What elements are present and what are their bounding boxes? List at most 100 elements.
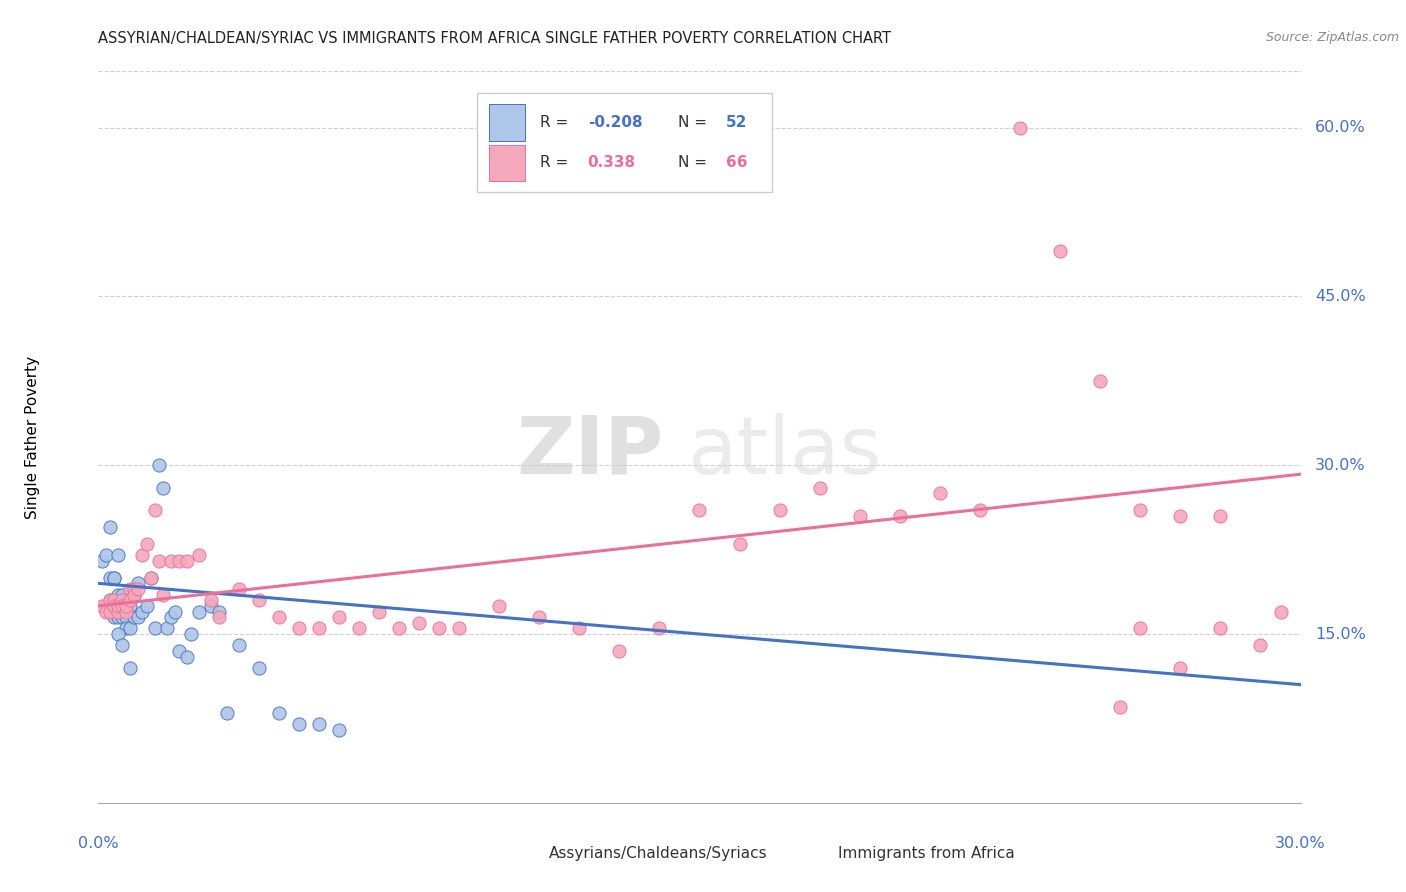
Point xyxy=(124,588,146,602)
Point xyxy=(328,723,350,737)
Point xyxy=(96,599,118,613)
Point xyxy=(1088,374,1111,388)
Point xyxy=(529,610,551,624)
Text: 30.0%: 30.0% xyxy=(1315,458,1365,473)
Point xyxy=(103,599,125,613)
Point xyxy=(288,717,311,731)
Point xyxy=(488,599,510,613)
Point xyxy=(267,706,290,720)
Point xyxy=(1109,700,1132,714)
Point xyxy=(120,582,142,596)
Point xyxy=(1170,661,1192,675)
Point xyxy=(96,548,118,562)
Point xyxy=(200,593,222,607)
Point xyxy=(688,503,710,517)
Point xyxy=(103,593,125,607)
Text: N =: N = xyxy=(678,155,711,170)
Text: Immigrants from Africa: Immigrants from Africa xyxy=(838,846,1015,861)
Point xyxy=(100,520,122,534)
Point xyxy=(969,503,991,517)
Point xyxy=(115,605,138,619)
Text: ZIP: ZIP xyxy=(516,413,664,491)
Point xyxy=(187,605,209,619)
Point xyxy=(1270,605,1292,619)
FancyBboxPatch shape xyxy=(501,838,534,869)
FancyBboxPatch shape xyxy=(790,838,824,869)
Point xyxy=(328,610,350,624)
Point xyxy=(111,610,134,624)
Point xyxy=(388,621,411,635)
Text: 30.0%: 30.0% xyxy=(1275,836,1326,851)
Point xyxy=(808,481,831,495)
Point xyxy=(1209,508,1232,523)
Point xyxy=(111,638,134,652)
Point xyxy=(368,605,391,619)
Point xyxy=(247,661,270,675)
Point xyxy=(176,554,198,568)
Point xyxy=(100,599,122,613)
Text: 15.0%: 15.0% xyxy=(1315,626,1365,641)
Text: Single Father Poverty: Single Father Poverty xyxy=(25,356,39,518)
Point xyxy=(768,503,790,517)
Text: R =: R = xyxy=(540,115,572,130)
Point xyxy=(131,548,153,562)
Point xyxy=(111,599,134,613)
Point xyxy=(124,588,146,602)
Point xyxy=(1250,638,1272,652)
Point xyxy=(107,599,129,613)
Point xyxy=(111,588,134,602)
Text: ASSYRIAN/CHALDEAN/SYRIAC VS IMMIGRANTS FROM AFRICA SINGLE FATHER POVERTY CORRELA: ASSYRIAN/CHALDEAN/SYRIAC VS IMMIGRANTS F… xyxy=(98,31,891,46)
Point xyxy=(568,621,591,635)
Point xyxy=(155,621,177,635)
Point xyxy=(124,610,146,624)
Point xyxy=(347,621,370,635)
Point xyxy=(100,605,122,619)
Point xyxy=(115,610,138,624)
Point xyxy=(107,605,129,619)
Point xyxy=(1049,244,1071,259)
Point xyxy=(143,621,166,635)
Text: Assyrians/Chaldeans/Syriacs: Assyrians/Chaldeans/Syriacs xyxy=(550,846,768,861)
Point xyxy=(159,554,181,568)
Point xyxy=(308,717,330,731)
Point xyxy=(124,582,146,596)
Point xyxy=(100,593,122,607)
Point xyxy=(139,571,162,585)
Point xyxy=(91,599,114,613)
Point xyxy=(111,599,134,613)
FancyBboxPatch shape xyxy=(477,94,772,192)
Point xyxy=(148,458,170,473)
Text: Source: ZipAtlas.com: Source: ZipAtlas.com xyxy=(1265,31,1399,45)
Point xyxy=(208,605,231,619)
Point xyxy=(120,661,142,675)
Point xyxy=(103,571,125,585)
Point xyxy=(107,610,129,624)
Point xyxy=(96,605,118,619)
Point xyxy=(135,599,157,613)
Text: R =: R = xyxy=(540,155,578,170)
Point xyxy=(152,588,174,602)
Point xyxy=(128,582,150,596)
Point xyxy=(107,548,129,562)
Point xyxy=(111,593,134,607)
Point xyxy=(103,610,125,624)
Text: atlas: atlas xyxy=(688,413,882,491)
Point xyxy=(148,554,170,568)
Point xyxy=(247,593,270,607)
Point xyxy=(139,571,162,585)
Point xyxy=(1170,508,1192,523)
Text: N =: N = xyxy=(678,115,711,130)
Point xyxy=(447,621,470,635)
Point xyxy=(1209,621,1232,635)
Point xyxy=(1129,621,1152,635)
Point xyxy=(308,621,330,635)
Point xyxy=(107,627,129,641)
Point xyxy=(180,627,202,641)
Point xyxy=(100,571,122,585)
Point xyxy=(131,605,153,619)
Point xyxy=(228,638,250,652)
Text: -0.208: -0.208 xyxy=(588,115,643,130)
Point xyxy=(143,503,166,517)
Point xyxy=(115,599,138,613)
Point xyxy=(267,610,290,624)
